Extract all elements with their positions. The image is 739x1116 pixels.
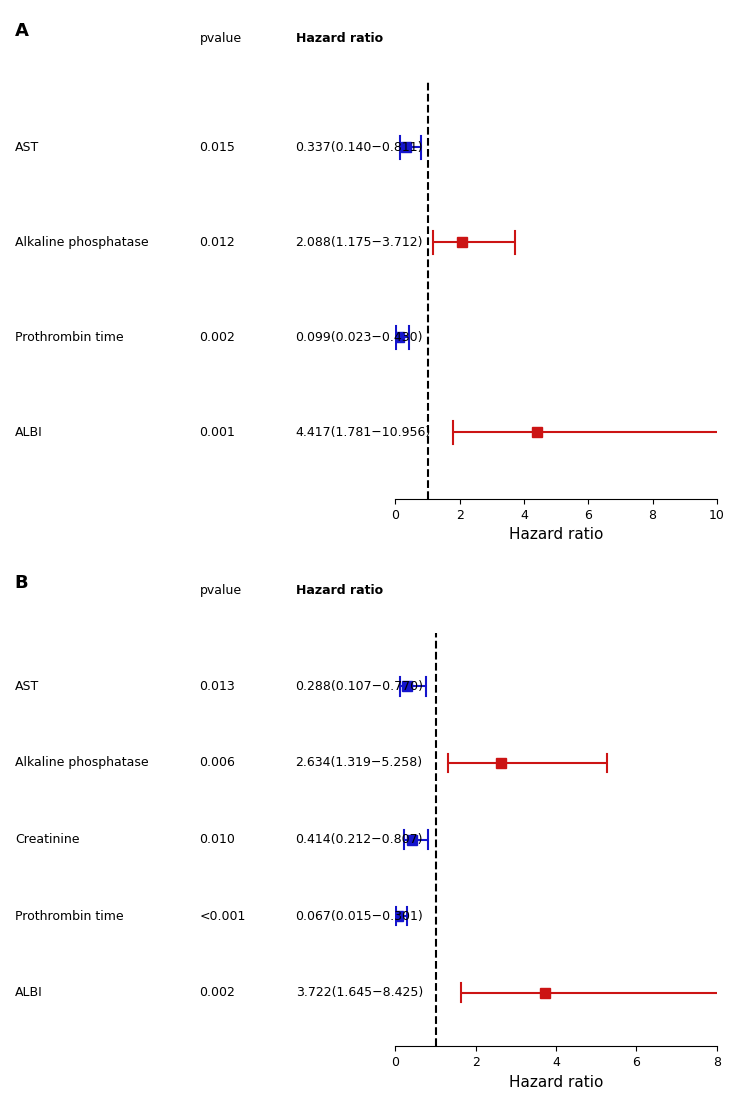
X-axis label: Hazard ratio: Hazard ratio xyxy=(509,527,603,542)
Text: Hazard ratio: Hazard ratio xyxy=(296,584,383,597)
Text: 0.288(0.107−0.770): 0.288(0.107−0.770) xyxy=(296,680,423,693)
Text: B: B xyxy=(15,575,28,593)
Text: 0.414(0.212−0.807): 0.414(0.212−0.807) xyxy=(296,833,423,846)
Text: Prothrombin time: Prothrombin time xyxy=(15,910,123,923)
Text: Creatinine: Creatinine xyxy=(15,833,79,846)
Text: 0.010: 0.010 xyxy=(200,833,236,846)
Text: 0.067(0.015−0.301): 0.067(0.015−0.301) xyxy=(296,910,423,923)
Text: 2.634(1.319−5.258): 2.634(1.319−5.258) xyxy=(296,757,423,769)
Text: 0.012: 0.012 xyxy=(200,235,235,249)
Text: pvalue: pvalue xyxy=(200,31,242,45)
Text: AST: AST xyxy=(15,680,39,693)
Text: 0.001: 0.001 xyxy=(200,426,236,439)
Text: A: A xyxy=(15,22,29,40)
Text: <0.001: <0.001 xyxy=(200,910,246,923)
Text: 0.006: 0.006 xyxy=(200,757,236,769)
Text: AST: AST xyxy=(15,141,39,154)
Text: ALBI: ALBI xyxy=(15,987,43,999)
Text: Hazard ratio: Hazard ratio xyxy=(296,31,383,45)
X-axis label: Hazard ratio: Hazard ratio xyxy=(509,1075,603,1089)
Text: 0.013: 0.013 xyxy=(200,680,235,693)
Text: Alkaline phosphatase: Alkaline phosphatase xyxy=(15,757,149,769)
Text: 0.099(0.023−0.430): 0.099(0.023−0.430) xyxy=(296,331,423,344)
Text: 2.088(1.175−3.712): 2.088(1.175−3.712) xyxy=(296,235,423,249)
Text: 0.002: 0.002 xyxy=(200,987,236,999)
Text: 3.722(1.645−8.425): 3.722(1.645−8.425) xyxy=(296,987,423,999)
Text: ALBI: ALBI xyxy=(15,426,43,439)
Text: 4.417(1.781−10.956): 4.417(1.781−10.956) xyxy=(296,426,431,439)
Text: Prothrombin time: Prothrombin time xyxy=(15,331,123,344)
Text: 0.002: 0.002 xyxy=(200,331,236,344)
Text: 0.015: 0.015 xyxy=(200,141,236,154)
Text: 0.337(0.140−0.811): 0.337(0.140−0.811) xyxy=(296,141,423,154)
Text: Alkaline phosphatase: Alkaline phosphatase xyxy=(15,235,149,249)
Text: pvalue: pvalue xyxy=(200,584,242,597)
